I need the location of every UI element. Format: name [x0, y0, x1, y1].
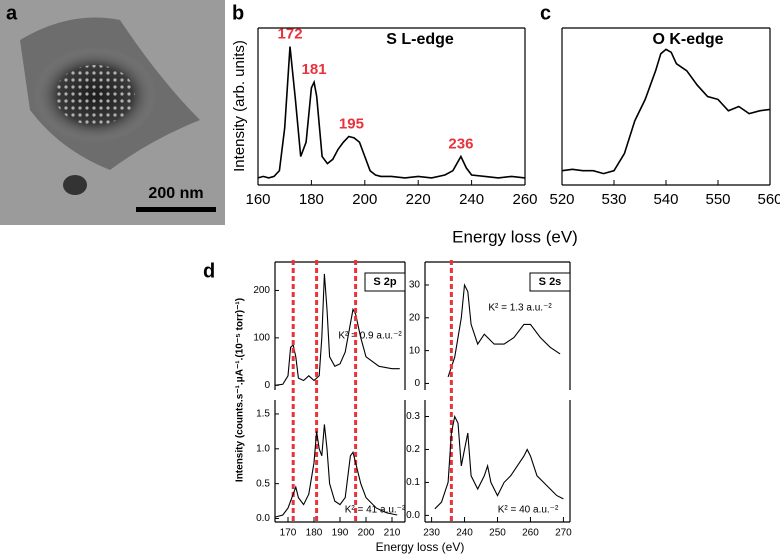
panel-label: b: [232, 2, 244, 24]
x-tick-label: 190: [332, 528, 349, 539]
y-tick-label: 0.2: [406, 444, 420, 455]
x-tick-label: 200: [352, 191, 377, 208]
x-tick-label: 220: [406, 191, 431, 208]
x-tick-label: 250: [489, 528, 506, 539]
annotation: K² = 1.3 a.u.⁻²: [488, 303, 552, 314]
panel-label: a: [6, 2, 18, 24]
chart-title: O K-edge: [652, 31, 723, 48]
peak-label: 181: [302, 61, 327, 78]
x-tick-label: 210: [384, 528, 401, 539]
y-tick-label: 1.5: [256, 409, 270, 420]
x-tick-label: 530: [601, 191, 626, 208]
x-tick-label: 520: [549, 191, 574, 208]
y-tick-label: 100: [253, 332, 270, 343]
y-tick-label: 0.0: [256, 513, 270, 524]
x-axis-label: Energy loss (eV): [376, 540, 465, 554]
y-tick-label: 30: [409, 280, 421, 291]
title-box: [364, 272, 406, 292]
x-tick-label: 260: [522, 528, 539, 539]
x-tick-label: 240: [459, 191, 484, 208]
panel-label: d: [203, 260, 215, 282]
chart-title: S 2p: [373, 276, 397, 288]
chart-title: S L-edge: [386, 31, 454, 48]
x-tick-label: 560: [757, 191, 780, 208]
peak-label: 195: [339, 115, 364, 132]
x-tick-label: 550: [705, 191, 730, 208]
peak-label: 172: [278, 26, 303, 43]
y-tick-label: 0.5: [256, 478, 270, 489]
x-tick-label: 230: [423, 528, 440, 539]
y-tick-label: 1.0: [256, 443, 270, 454]
x-axis-label: Energy loss (eV): [452, 227, 578, 246]
data-line: [447, 283, 561, 378]
data-line: [274, 273, 400, 386]
y-tick-label: 0.3: [406, 411, 420, 422]
x-tick-label: 180: [299, 191, 324, 208]
x-tick-label: 240: [456, 528, 473, 539]
chart-title: S 2s: [539, 276, 562, 288]
annotation: K² = 41 a.u.⁻²: [345, 505, 406, 516]
y-axis-label: Intensity (arb. units): [231, 40, 248, 172]
x-tick-label: 170: [280, 528, 297, 539]
panel-label: c: [540, 2, 551, 24]
title-box: [529, 272, 571, 292]
data-line: [561, 48, 771, 175]
annotation: K² = 40 a.u.⁻²: [498, 505, 559, 516]
annotation: K² = 0.9 a.u.⁻²: [338, 331, 402, 342]
tem-image: a 200 nm: [0, 0, 225, 225]
x-tick-label: 200: [358, 528, 375, 539]
scale-bar-label: 200 nm: [148, 185, 203, 202]
y-tick-label: 20: [409, 312, 421, 323]
y-axis-label: Intensity (counts.s⁻¹.μA⁻¹.(10⁻⁵ torr)⁻¹…: [235, 298, 246, 482]
x-tick-label: 160: [245, 191, 270, 208]
y-tick-label: 200: [253, 285, 270, 296]
y-tick-label: 0: [264, 380, 270, 391]
x-tick-label: 260: [512, 191, 537, 208]
data-line: [257, 46, 526, 179]
y-tick-label: 0.0: [406, 510, 420, 521]
y-tick-label: 0.1: [406, 477, 420, 488]
x-tick-label: 540: [653, 191, 678, 208]
x-tick-label: 180: [306, 528, 323, 539]
data-line: [434, 414, 564, 510]
peak-label: 236: [448, 135, 473, 152]
y-tick-label: 0: [414, 378, 420, 389]
data-line: [274, 424, 398, 518]
x-tick-label: 270: [555, 528, 572, 539]
y-tick-label: 10: [409, 345, 421, 356]
